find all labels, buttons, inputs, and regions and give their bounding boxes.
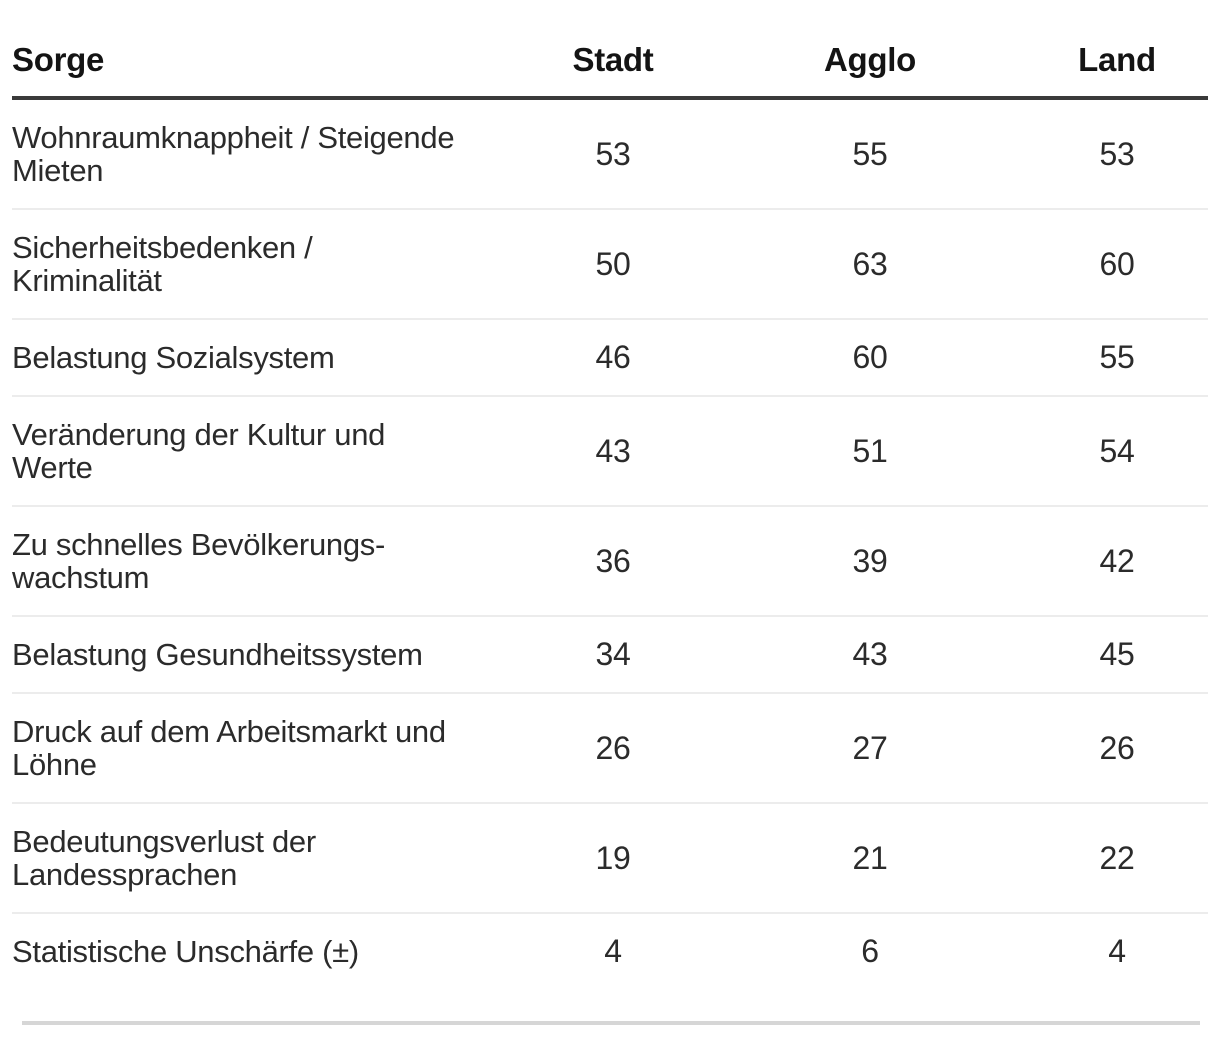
row-label: Belastung Sozialsystem <box>12 319 512 397</box>
stadt-value: 26 <box>512 693 714 804</box>
table-row: Belastung Gesundheitssystem 34 43 45 <box>12 616 1208 694</box>
row-label: Veränderung der Kultur und Werte <box>12 396 512 507</box>
land-value: 54 <box>1026 396 1208 507</box>
agglo-value: 51 <box>714 396 1026 507</box>
row-label: Statistische Unschärfe (±) <box>12 934 359 969</box>
header-row: Sorge Stadt Agglo Land <box>12 0 1208 100</box>
row-label: Wohnraumknappheit / Steigende Mieten <box>12 98 512 210</box>
row-label: Belastung Gesundheitssystem <box>12 616 512 694</box>
table-row: Veränderung der Kultur und Werte 43 51 5… <box>12 396 1208 507</box>
stadt-value: 36 <box>512 506 714 617</box>
stadt-value: 46 <box>512 319 714 397</box>
table-row: Bedeutungsverlust der Landessprachen 19 … <box>12 803 1208 914</box>
stadt-value: 34 <box>512 616 714 694</box>
agglo-value: 43 <box>714 616 1026 694</box>
column-header-stadt: Stadt <box>512 0 714 100</box>
row-label: Zu schnelles Bevölkerungs- wachstum <box>12 506 512 617</box>
agglo-value: 63 <box>714 209 1026 320</box>
land-value: 26 <box>1026 693 1208 804</box>
land-value: 4 <box>1108 933 1126 969</box>
row-label: Druck auf dem Arbeitsmarkt und Löhne <box>12 693 512 804</box>
column-header-land: Land <box>1026 0 1208 100</box>
table-row: Wohnraumknappheit / Steigende Mieten 53 … <box>12 98 1208 210</box>
land-value: 53 <box>1026 98 1208 210</box>
table-body: Wohnraumknappheit / Steigende Mieten 53 … <box>12 98 1208 989</box>
column-header-agglo: Agglo <box>714 0 1026 100</box>
concerns-table: Sorge Stadt Agglo Land Wohnraumknappheit… <box>12 0 1208 989</box>
table-header: Sorge Stadt Agglo Land <box>12 0 1208 100</box>
table-row: Belastung Sozialsystem 46 60 55 <box>12 319 1208 397</box>
stadt-value: 53 <box>512 98 714 210</box>
land-value: 60 <box>1026 209 1208 320</box>
stadt-value: 19 <box>512 803 714 914</box>
table-row: Druck auf dem Arbeitsmarkt und Löhne 26 … <box>12 693 1208 804</box>
column-header-sorge: Sorge <box>12 0 512 100</box>
stadt-value: 50 <box>512 209 714 320</box>
row-label: Bedeutungsverlust der Landessprachen <box>12 803 512 914</box>
land-value: 22 <box>1026 803 1208 914</box>
agglo-value: 6 <box>861 933 879 969</box>
land-value: 55 <box>1026 319 1208 397</box>
agglo-value: 60 <box>714 319 1026 397</box>
row-label: Sicherheitsbedenken / Kriminalität <box>12 209 512 320</box>
agglo-value: 21 <box>714 803 1026 914</box>
table-row: Sicherheitsbedenken / Kriminalität 50 63… <box>12 209 1208 320</box>
agglo-value: 39 <box>714 506 1026 617</box>
agglo-value: 55 <box>714 98 1026 210</box>
table-row: Statistische Unschärfe (±) 4 6 4 <box>12 913 1208 989</box>
bottom-rule <box>22 1021 1200 1025</box>
stadt-value: 4 <box>604 933 622 969</box>
land-value: 42 <box>1026 506 1208 617</box>
land-value: 45 <box>1026 616 1208 694</box>
stadt-value: 43 <box>512 396 714 507</box>
agglo-value: 27 <box>714 693 1026 804</box>
table-row: Zu schnelles Bevölkerungs- wachstum 36 3… <box>12 506 1208 617</box>
